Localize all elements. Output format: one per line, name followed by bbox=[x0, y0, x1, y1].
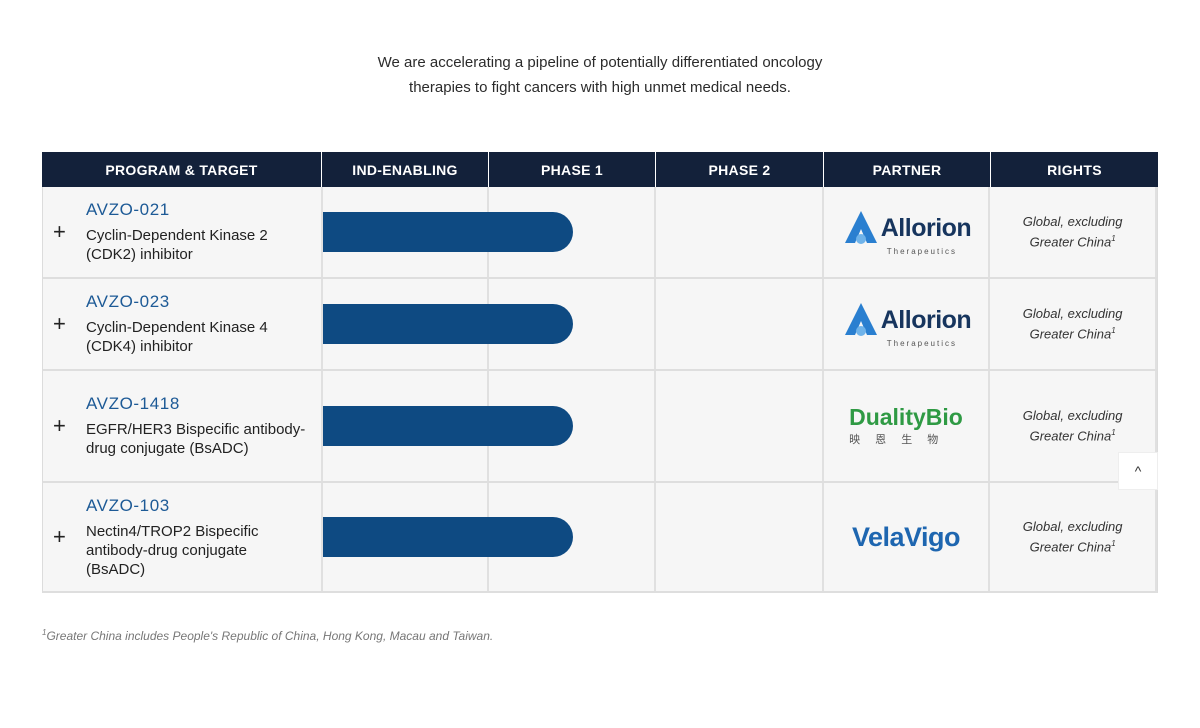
phase-2-cell bbox=[656, 187, 824, 277]
phase-2-cell bbox=[656, 483, 824, 591]
rights-region: Greater China bbox=[1029, 539, 1112, 555]
partner-name: Allorion bbox=[880, 305, 972, 334]
header-phase-2: PHASE 2 bbox=[656, 152, 824, 187]
rights-line-2: Greater China1 bbox=[1030, 230, 1116, 250]
progress-bar bbox=[323, 406, 573, 446]
partner-subtitle: Therapeutics bbox=[886, 338, 957, 348]
pipeline-table: PROGRAM & TARGET IND-ENABLING PHASE 1 PH… bbox=[42, 152, 1158, 593]
rights-line-1: Global, excluding bbox=[1022, 306, 1123, 322]
rights-cell: Global, excluding Greater China1 bbox=[990, 483, 1157, 591]
rights-region: Greater China bbox=[1029, 326, 1112, 342]
partner-subtitle: Therapeutics bbox=[886, 246, 957, 256]
phase-1-cell bbox=[489, 279, 656, 369]
progress-bar bbox=[323, 212, 573, 252]
phase-1-cell bbox=[489, 371, 656, 481]
rights-footnote-marker: 1 bbox=[1111, 539, 1116, 549]
rights-region: Greater China bbox=[1029, 234, 1112, 250]
table-header: PROGRAM & TARGET IND-ENABLING PHASE 1 PH… bbox=[42, 152, 1158, 187]
header-program-target: PROGRAM & TARGET bbox=[42, 152, 322, 187]
partner-name: Allorion bbox=[880, 213, 972, 242]
header-ind-enabling: IND-ENABLING bbox=[322, 152, 489, 187]
table-row[interactable]: + AVZO-1418 EGFR/HER3 Bispecific antibod… bbox=[42, 371, 1158, 483]
header-partner: PARTNER bbox=[824, 152, 991, 187]
allorion-mark-icon bbox=[844, 302, 877, 336]
rights-line-1: Global, excluding bbox=[1022, 214, 1123, 230]
rights-region: Greater China bbox=[1029, 428, 1112, 444]
footnote-marker: 1 bbox=[42, 628, 47, 637]
intro-line-2: therapies to fight cancers with high unm… bbox=[409, 79, 791, 96]
rights-cell: Global, excluding Greater China1 bbox=[990, 371, 1157, 481]
rights-cell: Global, excluding Greater China1 bbox=[990, 279, 1157, 369]
partner-name: VelaVigo bbox=[851, 521, 961, 552]
progress-bar bbox=[323, 304, 573, 344]
partner-cell: VelaVigo bbox=[824, 483, 991, 591]
table-row[interactable]: + AVZO-021 Cyclin-Dependent Kinase 2 (CD… bbox=[42, 187, 1158, 279]
expand-plus-icon[interactable]: + bbox=[53, 311, 66, 336]
expand-plus-icon[interactable]: + bbox=[53, 524, 66, 549]
program-description: EGFR/HER3 Bispecific antibody-drug conju… bbox=[86, 421, 306, 457]
rights-footnote-marker: 1 bbox=[1111, 234, 1116, 244]
progress-bar bbox=[323, 517, 573, 557]
partner-cell: Allorion Therapeutics bbox=[824, 187, 991, 277]
program-cell: + AVZO-021 Cyclin-Dependent Kinase 2 (CD… bbox=[43, 187, 323, 277]
program-cell: + AVZO-103 Nectin4/TROP2 Bispecific anti… bbox=[43, 483, 323, 591]
program-code: AVZO-021 bbox=[86, 200, 170, 219]
table-row[interactable]: + AVZO-103 Nectin4/TROP2 Bispecific anti… bbox=[42, 483, 1158, 593]
phase-2-cell bbox=[656, 371, 824, 481]
phase-1-cell bbox=[489, 187, 656, 277]
expand-plus-icon[interactable]: + bbox=[53, 219, 66, 244]
footnote-text: Greater China includes People's Republic… bbox=[46, 629, 494, 643]
intro-line-1: We are accelerating a pipeline of potent… bbox=[377, 54, 823, 71]
program-cell: + AVZO-023 Cyclin-Dependent Kinase 4 (CD… bbox=[43, 279, 323, 369]
rights-footnote-marker: 1 bbox=[1111, 326, 1116, 336]
rights-line-2: Greater China1 bbox=[1030, 535, 1116, 555]
program-code: AVZO-1418 bbox=[86, 394, 180, 413]
footnote: 1Greater China includes People's Republi… bbox=[42, 628, 493, 643]
chevron-up-icon: ^ bbox=[1134, 463, 1142, 479]
program-code: AVZO-023 bbox=[86, 292, 170, 311]
program-cell: + AVZO-1418 EGFR/HER3 Bispecific antibod… bbox=[43, 371, 323, 481]
rights-cell: Global, excluding Greater China1 bbox=[990, 187, 1157, 277]
partner-cell: DualityBio 映 恩 生 物 bbox=[824, 371, 991, 481]
allorion-logo: Allorion Therapeutics bbox=[841, 301, 972, 348]
program-description: Nectin4/TROP2 Bispecific antibody-drug c… bbox=[86, 522, 259, 578]
rights-line-1: Global, excluding bbox=[1022, 519, 1123, 535]
partner-cell: Allorion Therapeutics bbox=[824, 279, 991, 369]
partner-name: DualityBio bbox=[849, 404, 963, 430]
rights-footnote-marker: 1 bbox=[1111, 428, 1116, 438]
program-code: AVZO-103 bbox=[86, 495, 170, 515]
header-phase-1: PHASE 1 bbox=[489, 152, 656, 187]
partner-subtitle: 映 恩 生 物 bbox=[849, 434, 945, 446]
allorion-mark-icon bbox=[844, 210, 877, 244]
table-row[interactable]: + AVZO-023 Cyclin-Dependent Kinase 4 (CD… bbox=[42, 279, 1158, 371]
rights-line-1: Global, excluding bbox=[1022, 408, 1123, 424]
program-description: Cyclin-Dependent Kinase 2 (CDK2) inhibit… bbox=[86, 227, 268, 263]
expand-plus-icon[interactable]: + bbox=[53, 413, 66, 438]
rights-line-2: Greater China1 bbox=[1030, 322, 1116, 342]
allorion-logo: Allorion Therapeutics bbox=[841, 209, 972, 256]
dualitybio-logo: DualityBio 映 恩 生 物 bbox=[849, 405, 963, 447]
phase-1-cell bbox=[489, 483, 656, 591]
phase-2-cell bbox=[656, 279, 824, 369]
rights-line-2: Greater China1 bbox=[1030, 424, 1116, 444]
program-description: Cyclin-Dependent Kinase 4 (CDK4) inhibit… bbox=[86, 319, 268, 355]
intro-text: We are accelerating a pipeline of potent… bbox=[0, 50, 1200, 100]
scroll-to-top-button[interactable]: ^ bbox=[1118, 452, 1158, 490]
header-rights: RIGHTS bbox=[1047, 161, 1102, 178]
